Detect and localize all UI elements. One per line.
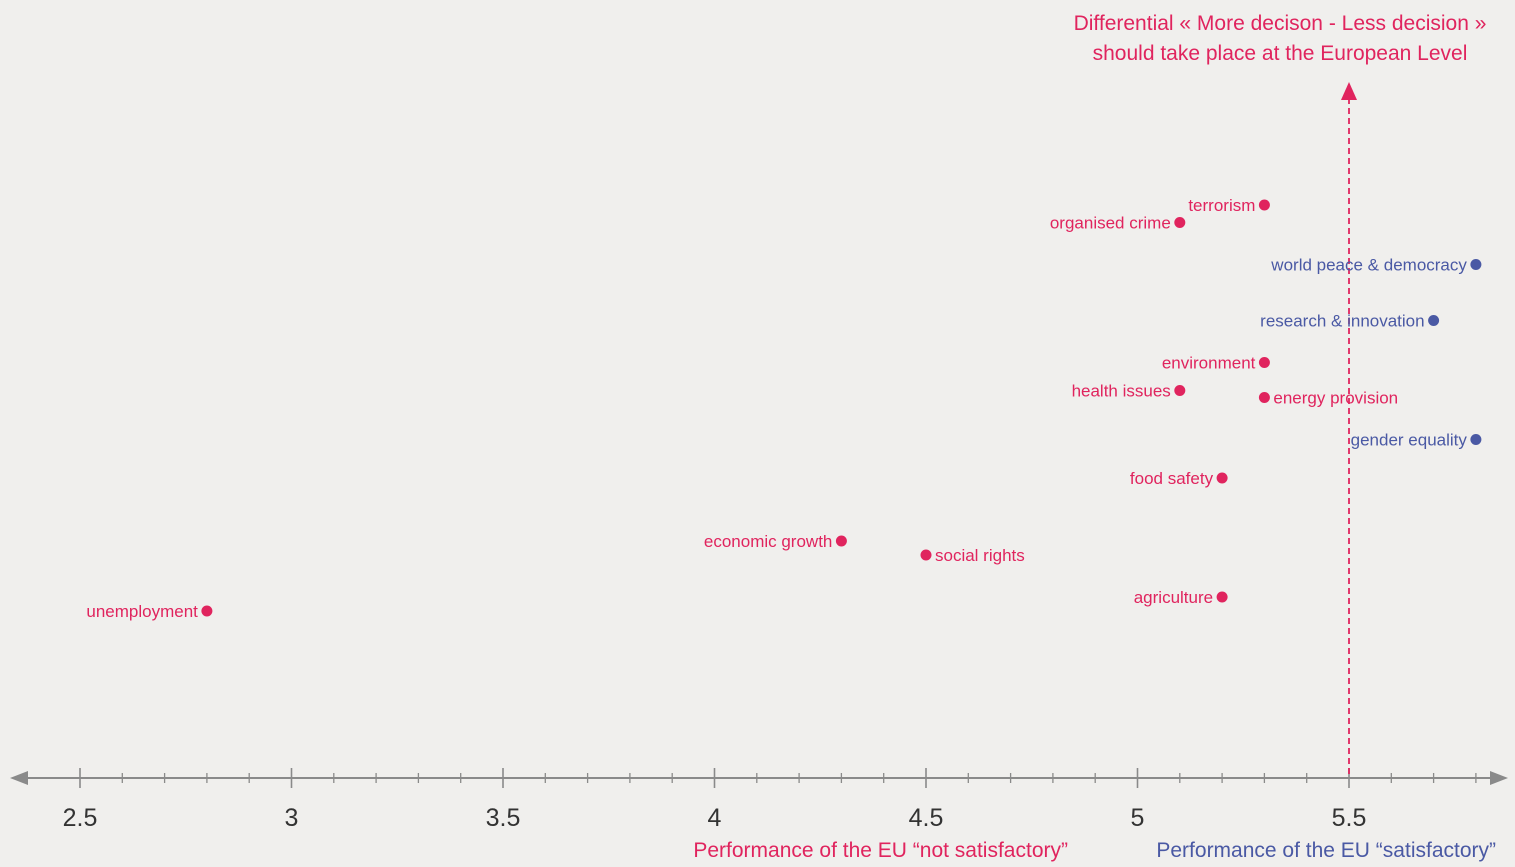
data-point-label: social rights <box>935 546 1025 565</box>
data-point-marker <box>1470 259 1482 270</box>
data-point-marker <box>1258 199 1270 211</box>
data-point-marker <box>201 605 213 617</box>
data-point: unemployment <box>86 602 213 621</box>
data-point: energy provision <box>1258 389 1398 408</box>
x-axis-tick-labels: 2.5 3 3.5 4 4.5 5 5.5 <box>63 804 1367 832</box>
data-point-label: economic growth <box>704 532 833 551</box>
threshold-arrow-up-icon <box>1341 82 1357 100</box>
data-point-marker <box>1174 385 1186 396</box>
data-point: gender equality <box>1351 431 1482 450</box>
data-point: environment <box>1162 354 1270 373</box>
data-point-label: terrorism <box>1188 196 1255 215</box>
data-point: world peace & democracy <box>1270 256 1482 275</box>
x-tick-label: 5 <box>1131 804 1145 832</box>
data-point-marker <box>1258 392 1270 403</box>
data-point-label: environment <box>1162 354 1256 373</box>
x-tick-label: 3 <box>285 804 299 832</box>
x-tick-label: 3.5 <box>486 804 521 832</box>
x-axis-major-ticks <box>79 768 1350 788</box>
data-point-marker <box>1258 357 1270 368</box>
x-tick-label: 4.5 <box>909 804 944 832</box>
european-level-threshold: Differential « More decison - Less decis… <box>1074 12 1487 778</box>
x-tick-label: 4 <box>708 804 722 832</box>
data-point-label: unemployment <box>86 602 198 621</box>
data-point: organised crime <box>1050 214 1186 233</box>
data-point: research & innovation <box>1260 312 1440 331</box>
axis-annotations: Performance of the EU “not satisfactory”… <box>693 839 1496 862</box>
data-point: social rights <box>920 546 1025 565</box>
data-point-label: agriculture <box>1134 588 1213 607</box>
x-tick-label: 5.5 <box>1332 804 1367 832</box>
x-axis-arrow-left <box>10 771 28 785</box>
threshold-label-line-1: Differential « More decison - Less decis… <box>1074 12 1487 35</box>
data-points: terrorism organised crime world peace & de… <box>86 196 1482 621</box>
threshold-label-line-2: should take place at the European Level <box>1093 42 1468 65</box>
data-point: economic growth <box>704 532 847 551</box>
data-point-marker <box>1428 315 1440 326</box>
data-point-label: organised crime <box>1050 214 1171 233</box>
data-point-marker <box>1216 591 1228 603</box>
data-point-label: health issues <box>1072 382 1171 401</box>
data-point-label: world peace & democracy <box>1270 256 1467 275</box>
x-axis-minor-ticks <box>121 773 1477 783</box>
data-point: terrorism <box>1188 196 1270 215</box>
data-point-marker <box>1470 434 1482 445</box>
data-point-label: energy provision <box>1273 389 1398 408</box>
data-point-label: gender equality <box>1351 431 1468 450</box>
data-point-marker <box>920 549 932 561</box>
data-point-label: food safety <box>1130 469 1214 488</box>
data-point-marker <box>1216 472 1228 484</box>
annotation-satisfactory: Performance of the EU “satisfactory” <box>1156 839 1496 862</box>
data-point-label: research & innovation <box>1260 312 1424 331</box>
data-point: agriculture <box>1134 588 1228 607</box>
data-point: health issues <box>1072 382 1186 401</box>
data-point: food safety <box>1130 469 1228 488</box>
x-tick-label: 2.5 <box>63 804 98 832</box>
x-axis: 2.5 3 3.5 4 4.5 5 5.5 <box>10 768 1508 832</box>
data-point-marker <box>1174 217 1186 228</box>
annotation-not-satisfactory: Performance of the EU “not satisfactory” <box>693 839 1068 862</box>
data-point-marker <box>835 535 847 547</box>
x-axis-arrow-right <box>1490 771 1508 785</box>
